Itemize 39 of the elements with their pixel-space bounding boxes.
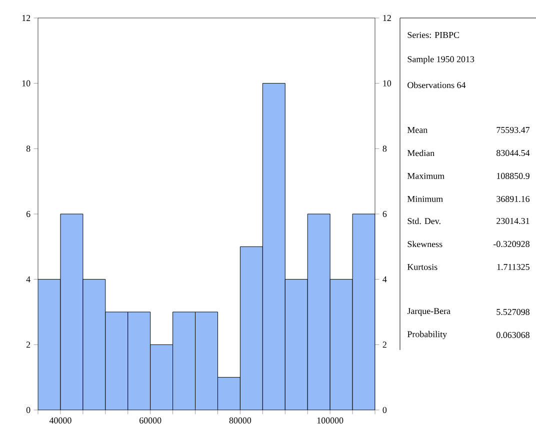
text: 36891.16 bbox=[496, 196, 530, 202]
y-tick-label: 8 bbox=[26, 146, 30, 152]
text: Skewness bbox=[408, 240, 442, 248]
text: Maximum bbox=[407, 172, 444, 180]
y2-tick-label: 8 bbox=[382, 146, 387, 152]
text: Median bbox=[407, 150, 434, 156]
y2-tick-label: 0 bbox=[382, 406, 387, 414]
y2-tick-label: 10 bbox=[383, 80, 392, 86]
y-tick-label: 10 bbox=[22, 80, 30, 86]
x-tick-label: 80000 bbox=[229, 417, 252, 424]
text: 75593.47 bbox=[496, 126, 530, 134]
x-tick-label: 40000 bbox=[49, 417, 72, 424]
y-tick-label: 12 bbox=[22, 15, 30, 21]
text: Kurtosis bbox=[407, 264, 438, 270]
text: Minimum bbox=[407, 196, 443, 202]
text: Jarque-Bera bbox=[407, 308, 450, 316]
text: Probability bbox=[407, 330, 448, 340]
y2-tick-label: 4 bbox=[382, 276, 387, 282]
y2-tick-label: 2 bbox=[382, 342, 386, 348]
text: Observations 64 bbox=[408, 82, 466, 88]
text: 83044.54 bbox=[496, 150, 530, 156]
text: 5.527098 bbox=[496, 308, 530, 316]
y-tick-label: 4 bbox=[26, 276, 30, 282]
y2-tick-label: 12 bbox=[383, 15, 391, 21]
text: Mean bbox=[407, 127, 428, 133]
y-tick-label: 2 bbox=[26, 342, 30, 348]
text: 0.063068 bbox=[496, 332, 530, 338]
text: -0.320928 bbox=[494, 240, 530, 248]
text: 23014.31 bbox=[496, 218, 530, 224]
text: 1.711325 bbox=[497, 264, 530, 270]
x-tick-label: 60000 bbox=[140, 417, 162, 424]
text: Series: PIBPC bbox=[408, 32, 460, 38]
y-tick-label: 0 bbox=[26, 406, 30, 414]
y-tick-label: 6 bbox=[26, 210, 30, 218]
text: Sample 1950 2013 bbox=[408, 56, 474, 64]
y2-tick-label: 6 bbox=[382, 210, 387, 217]
text: Std. Dev. bbox=[408, 218, 440, 224]
text: 108850.9 bbox=[496, 172, 530, 180]
x-tick-label: 100000 bbox=[317, 417, 344, 424]
